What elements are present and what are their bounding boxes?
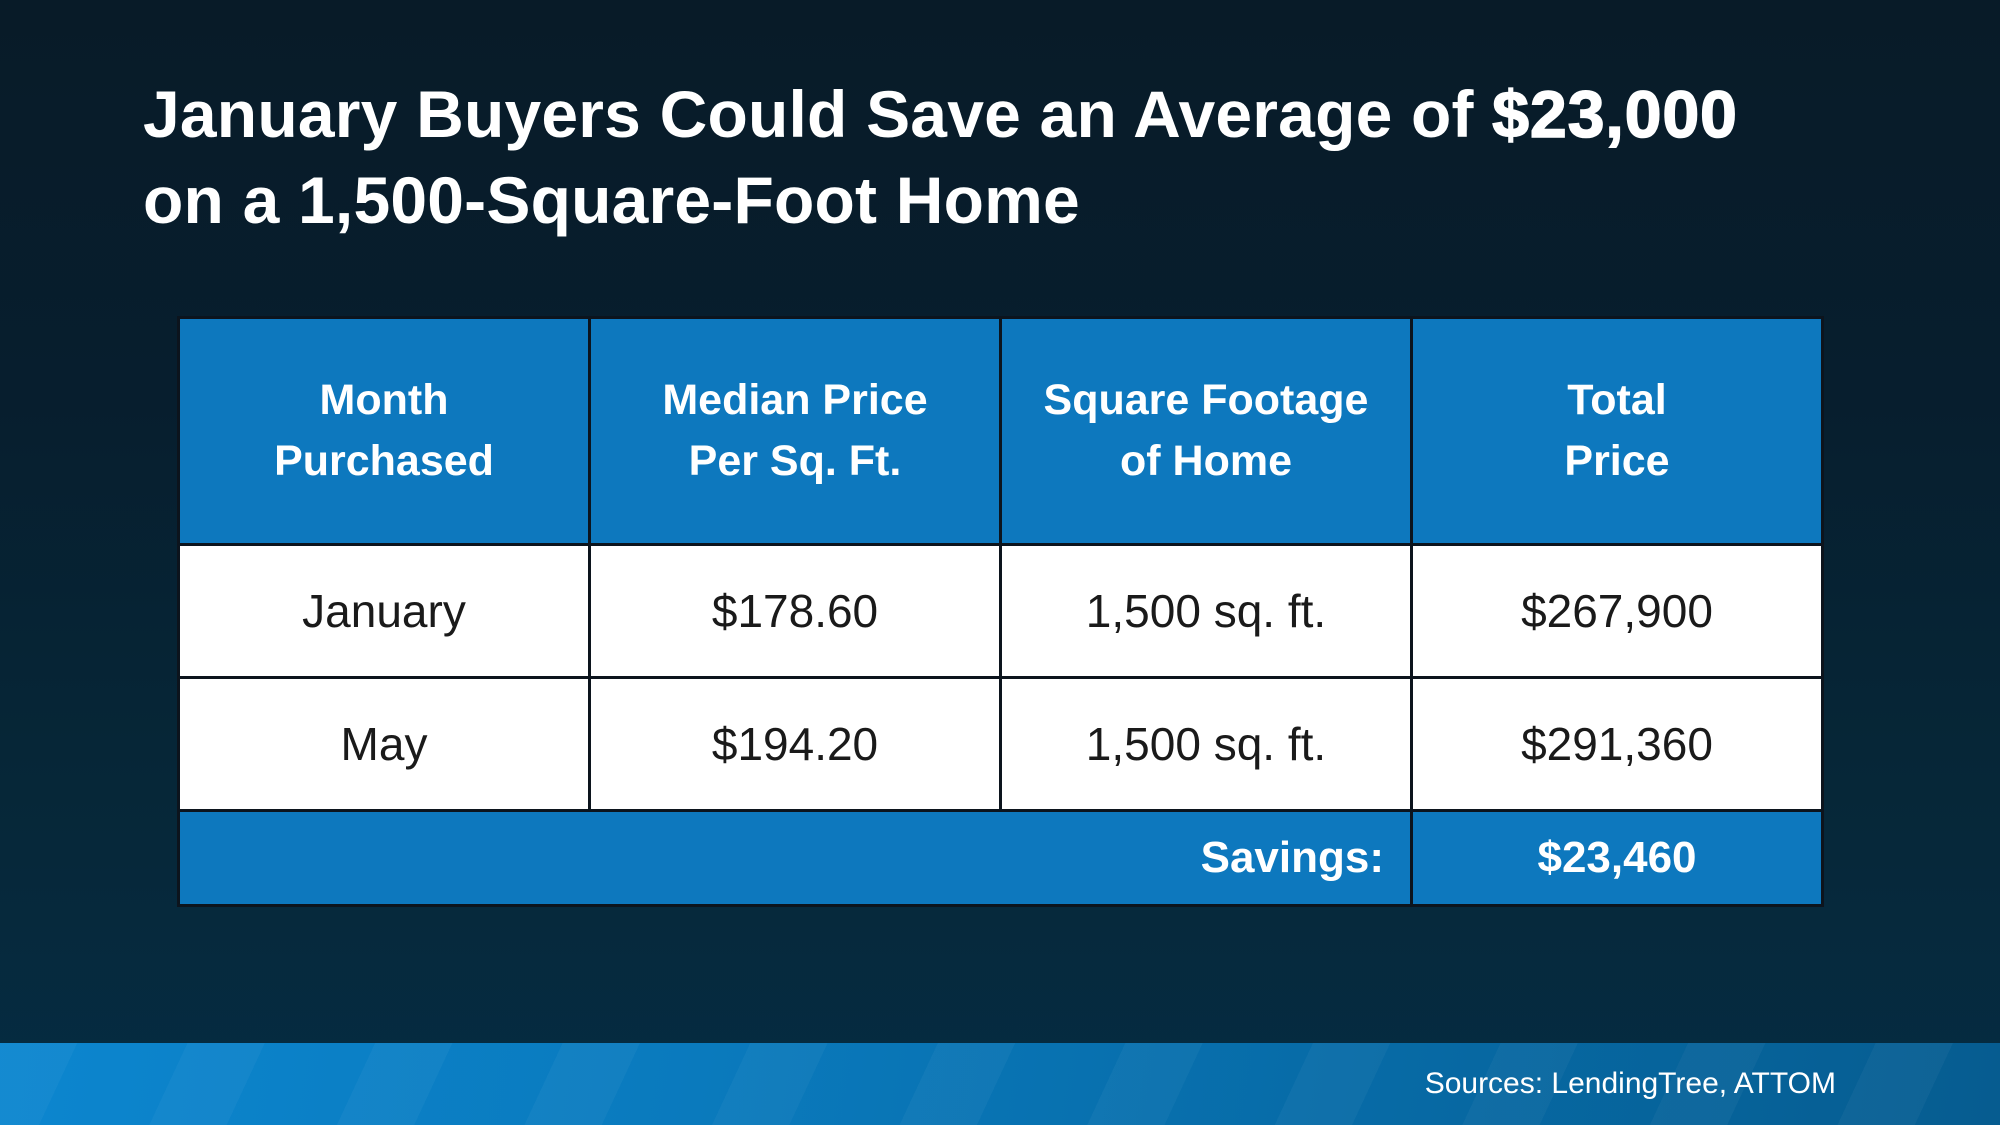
title-line1: January Buyers Could Save an Average of … bbox=[143, 72, 1863, 158]
slide-title: January Buyers Could Save an Average of … bbox=[143, 72, 1863, 244]
row-january-month: January bbox=[180, 546, 588, 676]
title-line1-text: January Buyers Could Save an Average of bbox=[143, 77, 1493, 151]
row-may-median-price: $194.20 bbox=[591, 679, 999, 809]
row-may-square-footage: 1,500 sq. ft. bbox=[1002, 679, 1410, 809]
footer-bar: Sources: LendingTree, ATTOM bbox=[0, 1043, 2000, 1125]
sources-text: Sources: LendingTree, ATTOM bbox=[1424, 1067, 1836, 1100]
title-highlight-amount: $23,000 bbox=[1491, 76, 1738, 152]
header-total-price: Total Price bbox=[1413, 319, 1821, 543]
row-january-total-price: $267,900 bbox=[1413, 546, 1821, 676]
header-square-footage: Square Footage of Home bbox=[1002, 319, 1410, 543]
price-comparison-table: Month Purchased Median Price Per Sq. Ft.… bbox=[177, 316, 1824, 907]
title-line2-text: on a 1,500-Square-Foot Home bbox=[143, 162, 1080, 237]
header-month-purchased: Month Purchased bbox=[180, 319, 588, 543]
header-median-price: Median Price Per Sq. Ft. bbox=[591, 319, 999, 543]
savings-value: $23,460 bbox=[1413, 812, 1821, 904]
row-january-median-price: $178.60 bbox=[591, 546, 999, 676]
row-january-square-footage: 1,500 sq. ft. bbox=[1002, 546, 1410, 676]
row-may-total-price: $291,360 bbox=[1413, 679, 1821, 809]
row-may-month: May bbox=[180, 679, 588, 809]
savings-label: Savings: bbox=[180, 812, 1410, 904]
